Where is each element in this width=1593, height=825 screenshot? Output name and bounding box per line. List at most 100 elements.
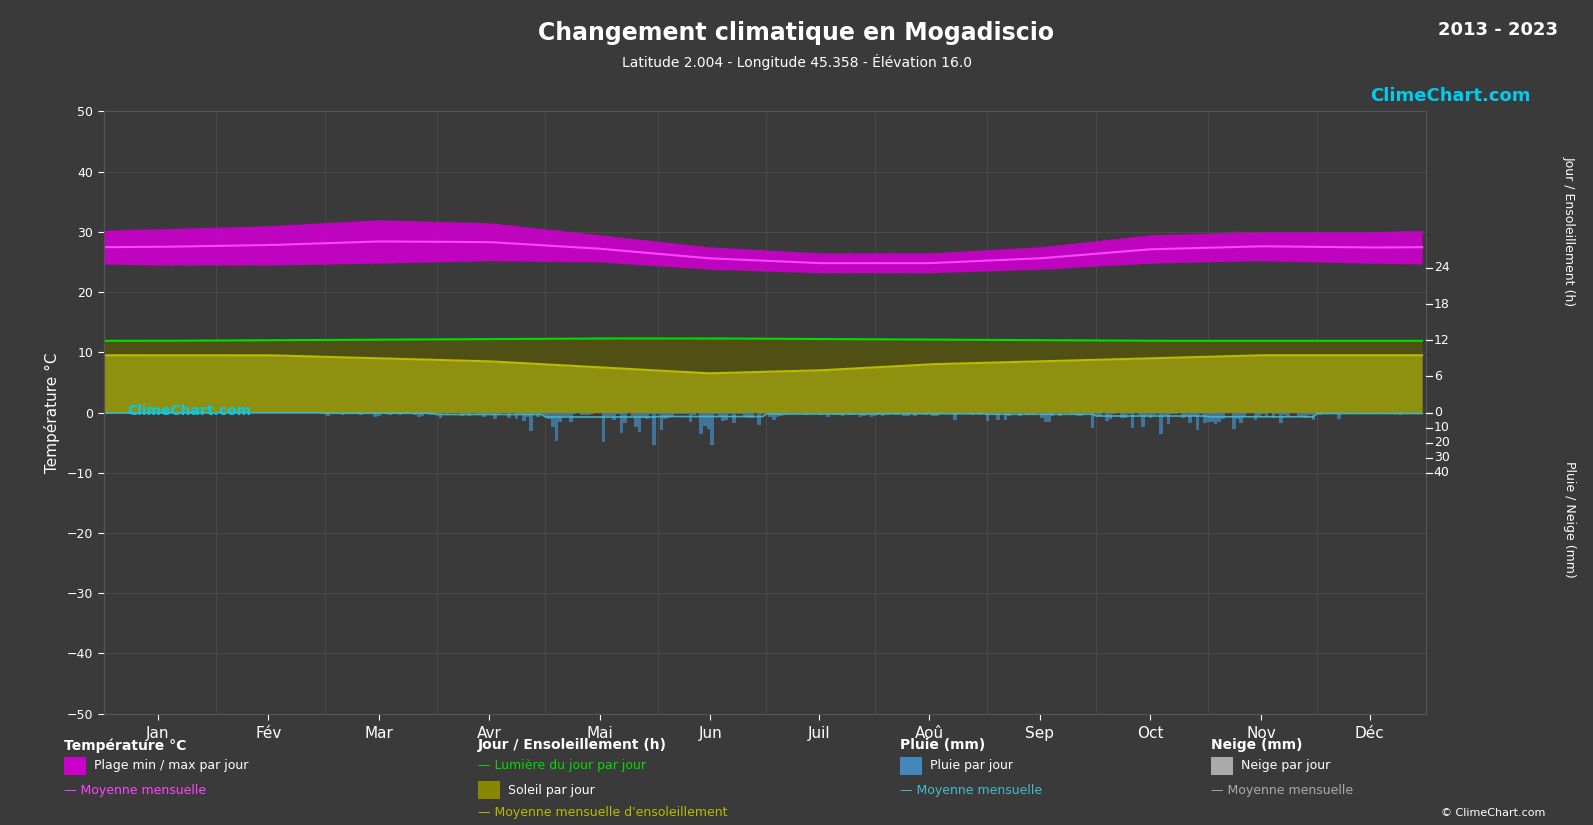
Bar	[145, 412, 148, 414]
Bar	[378, 412, 381, 416]
Bar	[464, 412, 468, 413]
Bar	[429, 412, 432, 415]
Bar	[358, 412, 363, 415]
Bar	[562, 412, 566, 416]
Text: Jour / Ensoleillement (h): Jour / Ensoleillement (h)	[478, 738, 667, 752]
Bar	[736, 412, 739, 414]
Bar	[953, 412, 957, 420]
Bar	[1365, 412, 1370, 413]
Bar	[1276, 412, 1279, 414]
Bar	[551, 412, 554, 427]
Bar	[1015, 412, 1018, 413]
Bar	[1222, 412, 1225, 419]
Bar	[1058, 412, 1061, 417]
Bar	[768, 412, 773, 417]
Bar	[483, 412, 486, 417]
Bar	[1211, 412, 1214, 422]
Bar	[1032, 412, 1037, 415]
Bar	[413, 412, 417, 416]
Bar	[847, 412, 852, 415]
Bar	[870, 412, 873, 417]
Bar	[703, 412, 707, 426]
Bar	[1391, 412, 1395, 413]
Bar	[580, 412, 583, 416]
Bar	[435, 412, 438, 413]
Bar	[1225, 412, 1228, 413]
Text: 30: 30	[1434, 451, 1450, 464]
Bar	[787, 412, 790, 414]
Bar	[620, 412, 623, 433]
Bar	[1262, 412, 1265, 414]
Bar	[1206, 412, 1211, 422]
Bar	[1160, 412, 1163, 434]
Bar	[722, 412, 725, 421]
Bar	[1120, 412, 1123, 418]
Bar	[989, 412, 992, 413]
Bar	[1185, 412, 1188, 415]
Bar	[693, 412, 696, 415]
Bar	[728, 412, 733, 413]
Bar	[699, 412, 703, 434]
Bar	[1236, 412, 1239, 418]
Bar	[548, 412, 551, 419]
Bar	[1305, 412, 1308, 418]
Bar	[978, 412, 981, 415]
Bar	[417, 412, 421, 417]
Bar	[1399, 412, 1402, 415]
Bar	[468, 412, 472, 417]
Bar	[1356, 412, 1359, 413]
Bar	[1188, 412, 1192, 423]
Bar	[1196, 412, 1200, 431]
Bar	[1157, 412, 1160, 414]
Text: © ClimeChart.com: © ClimeChart.com	[1440, 808, 1545, 818]
Bar	[648, 412, 653, 414]
Bar	[1126, 412, 1131, 414]
Bar	[949, 412, 953, 414]
Bar	[612, 412, 616, 420]
Bar	[1413, 412, 1416, 414]
Bar	[750, 412, 753, 417]
Bar	[1072, 412, 1077, 414]
Bar	[1101, 412, 1106, 413]
Bar	[1098, 412, 1101, 416]
Bar	[733, 412, 736, 423]
Bar	[616, 412, 620, 414]
Bar	[537, 412, 540, 417]
Bar	[707, 412, 710, 428]
Bar	[228, 412, 233, 413]
Bar	[1282, 412, 1286, 415]
Bar	[1047, 412, 1051, 422]
Y-axis label: Température °C: Température °C	[43, 352, 59, 473]
Text: Température °C: Température °C	[64, 738, 186, 753]
Bar	[558, 412, 562, 422]
Text: — Moyenne mensuelle: — Moyenne mensuelle	[64, 784, 205, 797]
Bar	[395, 412, 398, 413]
Bar	[1301, 412, 1305, 417]
Bar	[1171, 412, 1174, 414]
Bar	[492, 412, 497, 419]
Bar	[852, 412, 855, 414]
Bar	[827, 412, 830, 417]
Bar	[1297, 412, 1301, 416]
Bar	[873, 412, 876, 416]
Bar	[438, 412, 443, 417]
Bar	[656, 412, 660, 414]
Bar	[992, 412, 997, 415]
Bar	[605, 412, 609, 417]
Bar	[710, 412, 714, 445]
Bar	[830, 412, 833, 414]
Bar	[588, 412, 591, 415]
Bar	[836, 412, 841, 414]
Bar	[932, 412, 935, 416]
Bar	[344, 412, 347, 414]
Bar	[747, 412, 750, 418]
Bar	[677, 412, 682, 413]
Bar	[1286, 412, 1290, 417]
Bar	[964, 412, 967, 414]
Bar	[164, 412, 167, 414]
Bar	[1029, 412, 1032, 413]
Bar	[1109, 412, 1112, 418]
Text: Latitude 2.004 - Longitude 45.358 - Élévation 16.0: Latitude 2.004 - Longitude 45.358 - Élév…	[621, 54, 972, 69]
Bar	[1217, 412, 1222, 422]
Bar	[1083, 412, 1086, 414]
